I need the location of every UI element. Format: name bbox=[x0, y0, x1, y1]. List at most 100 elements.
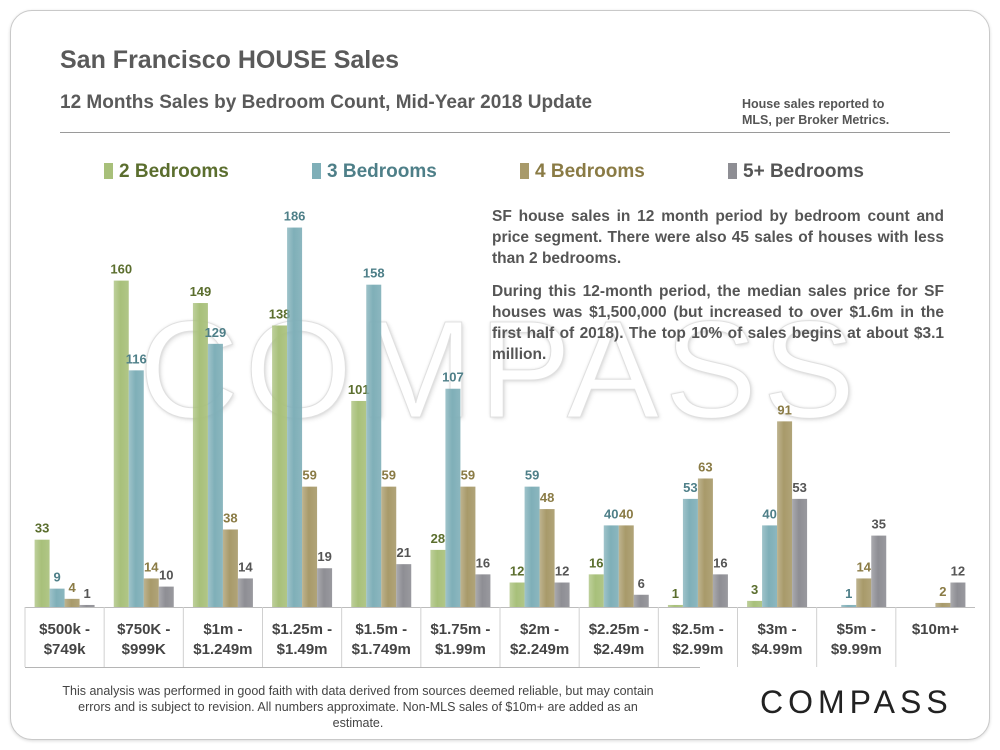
value-label-5-bedrooms: 6 bbox=[638, 576, 645, 591]
value-label-2-bedrooms: 28 bbox=[431, 531, 445, 546]
bar-4-bedrooms bbox=[222, 529, 238, 607]
bar-4-bedrooms bbox=[856, 578, 872, 607]
value-label-2-bedrooms: 16 bbox=[589, 555, 603, 570]
value-label-3-bedrooms: 40 bbox=[762, 506, 776, 521]
value-label-5-bedrooms: 12 bbox=[555, 564, 569, 579]
value-label-5-bedrooms: 16 bbox=[713, 555, 727, 570]
legend-item-4-bedrooms: 4 Bedrooms bbox=[520, 160, 645, 184]
bar-5-bedrooms bbox=[712, 574, 728, 607]
category-label: $1.99m bbox=[435, 641, 486, 658]
source-note-line-2: MLS, per Broker Metrics. bbox=[742, 113, 890, 127]
bar-4-bedrooms bbox=[539, 509, 555, 607]
value-label-5-bedrooms: 16 bbox=[476, 555, 490, 570]
annotation-paragraph-2: During this 12-month period, the median … bbox=[492, 283, 944, 363]
category-label: $9.99m bbox=[831, 641, 882, 658]
bar-2-bedrooms bbox=[509, 582, 525, 607]
value-label-3-bedrooms: 9 bbox=[53, 570, 60, 585]
bar-2-bedrooms bbox=[113, 280, 129, 607]
value-label-4-bedrooms: 4 bbox=[68, 580, 76, 595]
bar-4-bedrooms bbox=[302, 486, 318, 607]
bar-3-bedrooms bbox=[524, 486, 540, 607]
source-note: House sales reported to MLS, per Broker … bbox=[742, 96, 942, 128]
legend-label-5-bedrooms: 5+ Bedrooms bbox=[743, 161, 864, 182]
bar-5-bedrooms bbox=[79, 604, 95, 607]
category-label: $1m - bbox=[203, 621, 242, 638]
value-label-5-bedrooms: 53 bbox=[792, 480, 806, 495]
bar-2-bedrooms bbox=[351, 400, 367, 607]
bar-2-bedrooms bbox=[272, 325, 288, 607]
bar-5-bedrooms bbox=[237, 578, 253, 607]
category-label: $999K bbox=[122, 641, 166, 658]
value-label-3-bedrooms: 107 bbox=[442, 370, 464, 385]
value-label-4-bedrooms: 63 bbox=[698, 459, 712, 474]
value-label-5-bedrooms: 35 bbox=[872, 517, 886, 532]
bar-4-bedrooms bbox=[460, 486, 476, 607]
bar-2-bedrooms bbox=[667, 604, 683, 607]
bar-5-bedrooms bbox=[396, 564, 412, 607]
bar-5-bedrooms bbox=[475, 574, 491, 607]
bar-2-bedrooms bbox=[192, 303, 208, 607]
value-label-4-bedrooms: 2 bbox=[939, 584, 946, 599]
bar-3-bedrooms bbox=[762, 525, 778, 607]
bar-2-bedrooms bbox=[34, 539, 50, 607]
value-label-3-bedrooms: 129 bbox=[205, 325, 227, 340]
compass-logo: COMPASS bbox=[760, 684, 953, 720]
value-label-3-bedrooms: 59 bbox=[525, 468, 539, 483]
category-label: $1.75m - bbox=[430, 621, 490, 638]
legend-label-4-bedrooms: 4 Bedrooms bbox=[535, 161, 645, 182]
value-label-4-bedrooms: 59 bbox=[461, 468, 475, 483]
legend-item-5-bedrooms: 5+ Bedrooms bbox=[728, 160, 864, 184]
bar-3-bedrooms bbox=[128, 370, 144, 607]
category-label: $749k bbox=[44, 641, 86, 658]
value-label-3-bedrooms: 40 bbox=[604, 506, 618, 521]
value-label-3-bedrooms: 186 bbox=[284, 209, 306, 224]
legend-swatch-3-bedrooms bbox=[312, 163, 321, 179]
value-label-2-bedrooms: 160 bbox=[110, 262, 132, 277]
category-label: $1.749m bbox=[352, 641, 411, 658]
bar-5-bedrooms bbox=[554, 582, 570, 607]
value-label-5-bedrooms: 21 bbox=[397, 545, 411, 560]
legend-swatch-2-bedrooms bbox=[104, 163, 113, 179]
value-label-3-bedrooms: 53 bbox=[683, 480, 697, 495]
value-label-4-bedrooms: 40 bbox=[619, 506, 633, 521]
value-label-4-bedrooms: 91 bbox=[777, 402, 791, 417]
category-label: $2.99m bbox=[672, 641, 723, 658]
legend-item-3-bedrooms: 3 Bedrooms bbox=[312, 160, 437, 184]
bar-2-bedrooms bbox=[588, 574, 604, 607]
value-label-4-bedrooms: 38 bbox=[223, 510, 237, 525]
bar-5-bedrooms bbox=[792, 498, 808, 607]
bar-4-bedrooms bbox=[697, 478, 713, 607]
annotation-paragraph-1: SF house sales in 12 month period by bed… bbox=[492, 208, 944, 267]
bar-3-bedrooms bbox=[445, 388, 461, 607]
value-label-5-bedrooms: 19 bbox=[317, 549, 331, 564]
category-label: $5m - bbox=[837, 621, 876, 638]
category-label: $1.49m bbox=[277, 641, 328, 658]
bar-3-bedrooms bbox=[287, 227, 303, 607]
page-title: San Francisco HOUSE Sales bbox=[60, 46, 400, 74]
value-label-2-bedrooms: 149 bbox=[190, 284, 212, 299]
bar-2-bedrooms bbox=[747, 600, 763, 607]
category-label: $10m+ bbox=[912, 621, 959, 638]
value-label-2-bedrooms: 138 bbox=[269, 306, 291, 321]
value-label-5-bedrooms: 1 bbox=[83, 586, 90, 601]
legend-label-3-bedrooms: 3 Bedrooms bbox=[327, 161, 437, 182]
bar-5-bedrooms bbox=[633, 594, 649, 607]
bar-5-bedrooms bbox=[158, 586, 174, 607]
bar-3-bedrooms bbox=[682, 498, 698, 607]
value-label-4-bedrooms: 14 bbox=[857, 559, 872, 574]
value-label-4-bedrooms: 59 bbox=[302, 468, 316, 483]
legend-label-2-bedrooms: 2 Bedrooms bbox=[119, 161, 229, 182]
category-label: $1.249m bbox=[193, 641, 252, 658]
legend-swatch-5-bedrooms bbox=[728, 163, 737, 179]
value-label-3-bedrooms: 1 bbox=[845, 586, 852, 601]
footer-divider bbox=[25, 667, 700, 668]
category-label: $1.25m - bbox=[272, 621, 332, 638]
value-label-4-bedrooms: 14 bbox=[144, 559, 159, 574]
category-label: $2.249m bbox=[510, 641, 569, 658]
bar-3-bedrooms bbox=[603, 525, 619, 607]
bar-4-bedrooms bbox=[618, 525, 634, 607]
legend-item-2-bedrooms: 2 Bedrooms bbox=[104, 160, 229, 184]
bar-4-bedrooms bbox=[777, 421, 793, 607]
value-label-4-bedrooms: 59 bbox=[382, 468, 396, 483]
chart-annotation: SF house sales in 12 month period by bed… bbox=[492, 206, 944, 377]
